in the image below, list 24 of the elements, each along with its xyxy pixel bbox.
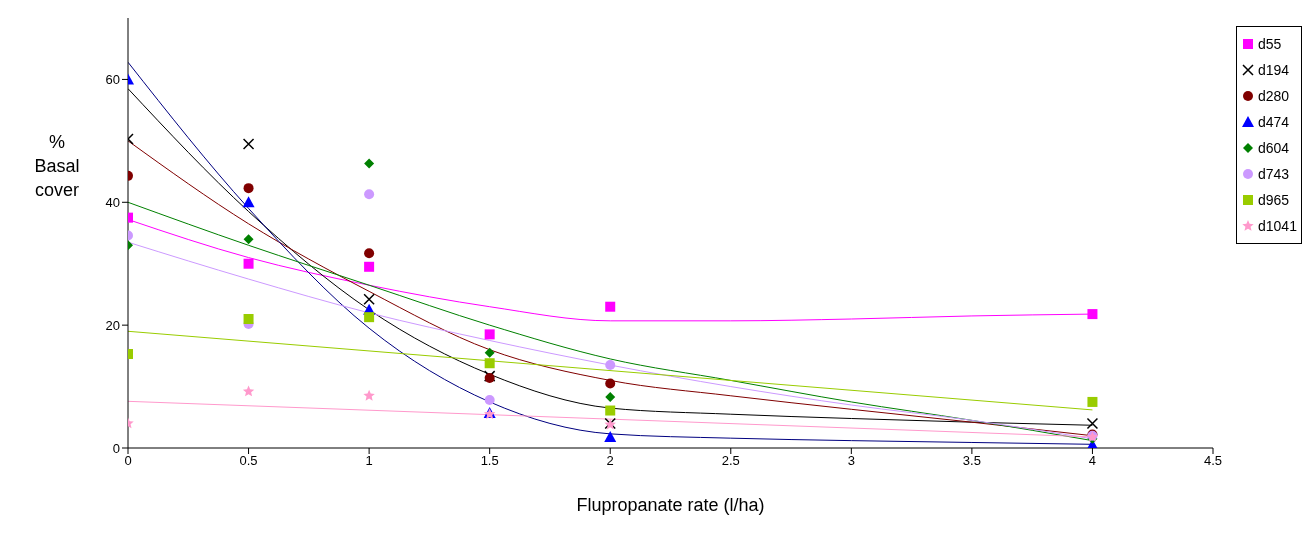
x-axis-title: Flupropanate rate (l/ha) <box>576 494 765 515</box>
y-tick-label: 60 <box>105 72 120 88</box>
x-tick-label: 0 <box>124 453 132 469</box>
x-tick-label: 0.5 <box>239 453 258 469</box>
legend-label: d194 <box>1258 62 1290 78</box>
legend-label: d474 <box>1258 114 1290 130</box>
x-tick-label: 1 <box>365 453 373 469</box>
legend-label: d1041 <box>1258 218 1297 234</box>
y-axis-title: % Basal cover <box>33 131 81 202</box>
legend-label: d604 <box>1258 140 1290 156</box>
legend-label: d965 <box>1258 192 1290 208</box>
x-tick-label: 2 <box>606 453 614 469</box>
legend-label: d743 <box>1258 166 1290 182</box>
x-tick-label: 2.5 <box>721 453 740 469</box>
y-tick-label: 20 <box>105 317 120 333</box>
legend-label: d280 <box>1258 88 1290 104</box>
x-tick-label: 3.5 <box>962 453 981 469</box>
y-tick-label: 40 <box>105 194 120 210</box>
x-tick-label: 4.5 <box>1203 453 1223 469</box>
legend-label: d55 <box>1258 36 1282 52</box>
x-tick-label: 4 <box>1088 453 1097 469</box>
x-tick-label: 3 <box>847 453 855 469</box>
y-tick-label: 0 <box>112 440 120 456</box>
x-tick-label: 1.5 <box>480 453 499 469</box>
